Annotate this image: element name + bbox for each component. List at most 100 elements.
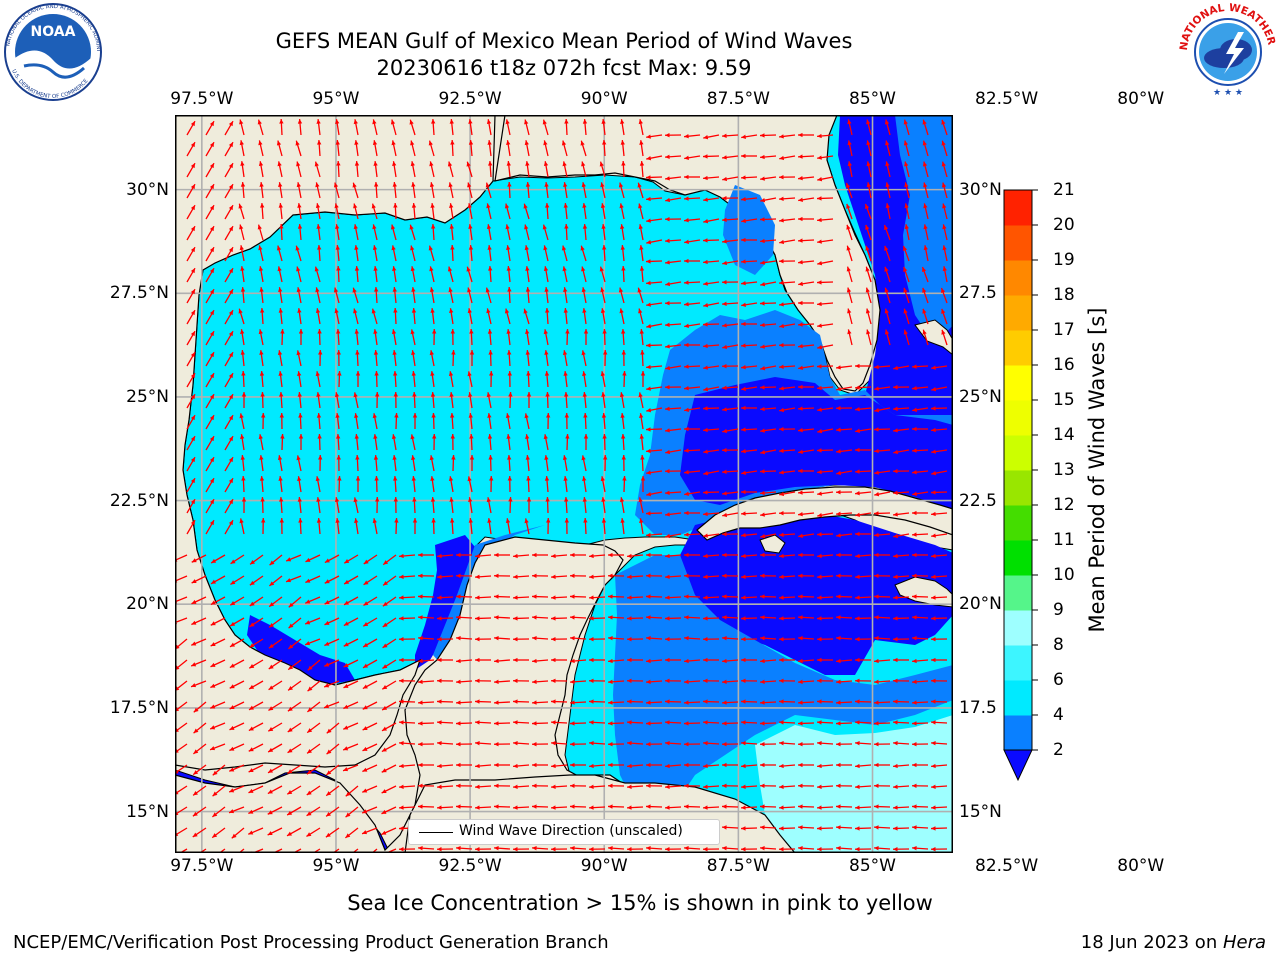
colorbar-tick-label: 15 <box>1053 390 1075 410</box>
wave-arrow-head <box>722 532 727 537</box>
wave-arrow-head <box>239 224 244 230</box>
wave-arrow-head <box>288 602 294 608</box>
wave-arrow-head <box>885 182 890 188</box>
wave-arrow-head <box>798 804 803 809</box>
wave-arrow-head <box>240 455 245 460</box>
wave-arrow-head <box>257 224 262 230</box>
wave-arrow-head <box>620 224 625 229</box>
wave-arrow-head <box>467 287 472 293</box>
wave-arrow-head <box>487 245 492 250</box>
wave-arrow-head <box>722 742 727 747</box>
wave-arrow-head <box>884 224 889 230</box>
wave-arrow-head <box>931 805 936 810</box>
wave-arrow-head <box>798 384 803 390</box>
wave-arrow-head <box>437 553 442 559</box>
wave-arrow-head <box>362 788 368 793</box>
wave-arrow-head <box>191 599 197 604</box>
wave-arrow-head <box>209 247 214 253</box>
wave-arrow-head <box>532 552 537 558</box>
footer-credit: NCEP/EMC/Verification Post Processing Pr… <box>13 932 609 953</box>
wave-arrow-head <box>190 163 195 169</box>
wave-arrow-head <box>228 331 233 337</box>
wave-arrow-head <box>353 119 358 125</box>
wave-arrow-head <box>209 520 214 526</box>
wave-arrow-head <box>646 742 651 747</box>
wave-arrow-head <box>449 119 454 124</box>
wave-arrow-head <box>429 182 435 188</box>
wave-arrow-head <box>741 175 746 180</box>
wave-arrow-head <box>410 245 415 251</box>
wave-arrow-head <box>621 161 626 166</box>
wave-arrow-head <box>564 392 569 397</box>
wave-arrow-head <box>393 392 398 397</box>
wave-arrow-head <box>546 413 551 418</box>
wave-arrow-head <box>931 616 936 621</box>
wave-arrow-head <box>884 119 890 125</box>
wave-arrow-head <box>619 203 624 209</box>
wave-arrow-head <box>741 386 746 391</box>
wave-arrow-head <box>582 203 587 208</box>
wave-arrow-head <box>931 511 936 517</box>
wave-arrow-head <box>494 573 499 578</box>
wave-arrow-head <box>855 553 860 559</box>
wave-arrow-head <box>903 140 909 146</box>
wave-arrow-head <box>456 721 461 726</box>
colorbar-bin <box>1004 435 1032 471</box>
noaa-logo: NOAA NATIONAL OCEANIC AND ATMOSPHERIC AD… <box>2 2 102 101</box>
footer-machine: Hera <box>1222 932 1266 953</box>
wave-arrow-head <box>231 833 237 839</box>
wave-arrow-head <box>798 344 803 349</box>
wave-arrow-head <box>475 784 480 789</box>
wave-arrow-head <box>684 323 689 328</box>
wave-arrow-head <box>874 825 879 830</box>
wave-arrow-head <box>760 658 765 664</box>
legend-label: Wind Wave Direction (unscaled) <box>459 823 683 839</box>
wave-arrow-head <box>278 476 283 481</box>
wave-arrow-head <box>317 140 322 145</box>
wave-arrow-head <box>335 140 340 145</box>
wave-arrow-head <box>450 413 455 418</box>
wave-arrow-head <box>779 239 785 245</box>
wave-arrow-head <box>287 748 293 753</box>
wave-arrow-head <box>399 847 404 852</box>
wave-arrow-head <box>836 615 841 620</box>
wave-arrow-head <box>486 224 492 230</box>
wave-arrow-head <box>335 119 340 124</box>
wave-arrow-head <box>874 408 880 413</box>
wave-arrow-head <box>494 846 499 851</box>
wave-arrow-head <box>456 783 461 788</box>
colorbar-bin <box>1004 575 1032 611</box>
wave-arrow-head <box>639 245 644 250</box>
wave-arrow-head <box>798 533 803 538</box>
wave-arrow-head <box>847 308 852 314</box>
wave-arrow-head <box>760 322 765 328</box>
wave-arrow-head <box>912 804 917 809</box>
wave-arrow-head <box>544 371 550 376</box>
wave-arrow-head <box>942 245 947 251</box>
wave-arrow-head <box>601 497 606 502</box>
wave-arrow-head <box>437 678 442 683</box>
wave-arrow-head <box>193 749 199 754</box>
wave-arrow-head <box>684 218 689 223</box>
colorbar <box>1003 189 1038 782</box>
wave-arrow-head <box>431 518 436 523</box>
wave-arrow-head <box>893 449 899 455</box>
wave-arrow-head <box>621 455 626 460</box>
wave-arrow-head <box>507 371 512 376</box>
wind-wave-arrows <box>175 118 948 853</box>
wave-arrow-head <box>665 533 671 539</box>
wave-arrow-head <box>191 620 197 625</box>
wave-arrow-head <box>209 373 214 379</box>
wave-arrow-head <box>487 329 493 334</box>
wave-arrow-head <box>760 804 765 809</box>
wave-arrow-head <box>278 203 283 208</box>
colorbar-tick-label: 8 <box>1053 635 1064 655</box>
wave-arrow-head <box>486 308 491 314</box>
wave-arrow-head <box>779 826 784 831</box>
wave-arrow-head <box>228 352 233 358</box>
wave-arrow-head <box>475 657 480 663</box>
wave-arrow-head <box>942 203 947 209</box>
wave-arrow-head <box>893 657 898 663</box>
wave-arrow-head <box>931 678 936 683</box>
wave-arrow-head <box>544 287 549 292</box>
